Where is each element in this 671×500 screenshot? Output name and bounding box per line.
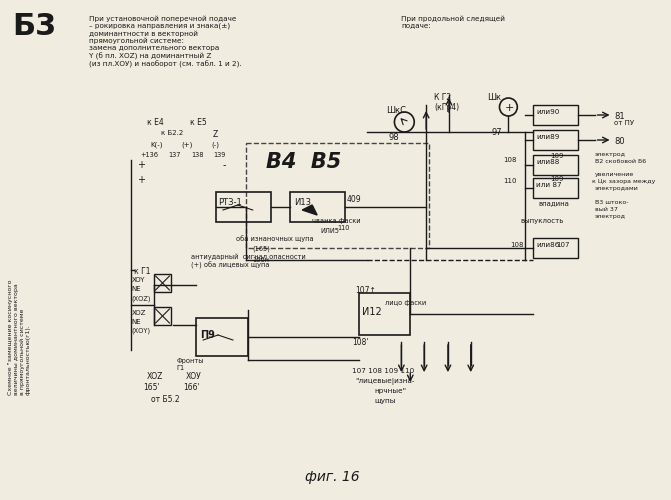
Text: ИЛИ5: ИЛИ5 — [320, 228, 339, 234]
Text: к Е5: к Е5 — [191, 118, 207, 127]
Text: 109: 109 — [550, 176, 564, 182]
Text: 138: 138 — [191, 152, 204, 158]
Text: В2 скобовой Б6: В2 скобовой Б6 — [595, 159, 646, 164]
Text: (XОY): (XОY) — [132, 328, 151, 334]
Text: ШкС: ШкС — [386, 106, 407, 115]
Text: При установочной поперечной подаче
– рокировка направления и знака(±)
доминантно: При установочной поперечной подаче – рок… — [89, 15, 242, 68]
Text: 166н: 166н — [253, 257, 270, 263]
Text: чванка фаски: чванка фаски — [312, 218, 361, 224]
Text: 97: 97 — [492, 128, 502, 137]
Text: 166': 166' — [183, 383, 200, 392]
Text: (165): (165) — [253, 245, 270, 252]
Polygon shape — [302, 205, 317, 215]
Text: оба изнаночных щупа: оба изнаночных щупа — [236, 235, 313, 242]
Bar — [291, 192, 345, 222]
Bar — [359, 293, 410, 335]
Text: 80: 80 — [615, 137, 625, 146]
Bar — [533, 238, 578, 258]
Text: Фронты
Г1: Фронты Г1 — [176, 358, 204, 371]
Text: от ПУ: от ПУ — [615, 120, 635, 126]
Bar — [246, 143, 429, 248]
Text: +136: +136 — [141, 152, 159, 158]
Text: к Б2.2: к Б2.2 — [160, 130, 183, 136]
Bar — [533, 155, 578, 175]
Text: выпуклость: выпуклость — [520, 218, 564, 224]
Text: Z: Z — [213, 130, 218, 139]
Text: 409: 409 — [347, 195, 362, 204]
Bar — [533, 178, 578, 198]
Text: Шк: Шк — [488, 93, 502, 102]
Text: +: + — [505, 103, 514, 113]
Text: электрод: электрод — [595, 214, 625, 219]
Text: 110: 110 — [337, 225, 350, 231]
Text: К Г2
(кГр4): К Г2 (кГр4) — [434, 93, 459, 112]
Text: +: + — [137, 175, 145, 185]
Text: 81: 81 — [615, 112, 625, 121]
Text: или86: или86 — [536, 242, 560, 248]
Bar — [154, 307, 172, 325]
Text: XOY: XOY — [132, 277, 146, 283]
Text: 165': 165' — [144, 383, 160, 392]
Bar — [154, 274, 172, 292]
Text: антиударный  сигнал опасности: антиударный сигнал опасности — [191, 253, 306, 260]
Text: XOZ: XOZ — [132, 310, 146, 316]
Text: NE: NE — [132, 319, 142, 325]
Text: лицо фаски: лицо фаски — [384, 300, 426, 306]
Text: 98: 98 — [389, 133, 399, 142]
Text: к Цк зазора между: к Цк зазора между — [592, 179, 655, 184]
Text: 108': 108' — [352, 338, 368, 347]
Bar — [216, 192, 270, 222]
Bar — [533, 130, 578, 150]
Text: 110: 110 — [503, 178, 517, 184]
Text: 137: 137 — [168, 152, 181, 158]
Text: от Б5.2: от Б5.2 — [150, 395, 179, 404]
Text: В3 штоко-: В3 штоко- — [595, 200, 628, 205]
Text: электрод: электрод — [595, 152, 625, 157]
Text: ХОZ: ХОZ — [147, 372, 163, 381]
Text: И12: И12 — [362, 307, 382, 317]
Text: 107↑: 107↑ — [355, 286, 376, 295]
Text: (XОZ): (XОZ) — [132, 295, 151, 302]
Text: 139: 139 — [213, 152, 225, 158]
Text: И13: И13 — [295, 198, 311, 207]
Text: 109: 109 — [550, 153, 564, 159]
Text: или89: или89 — [536, 134, 560, 140]
Text: 107: 107 — [556, 242, 570, 248]
Text: Схемное "замещение косинусного
величины доминантного вектора
в прямоугольной сис: Схемное "замещение косинусного величины … — [8, 280, 30, 395]
Text: B4  B5: B4 B5 — [266, 152, 341, 172]
Text: Б3: Б3 — [12, 12, 56, 41]
Text: П9: П9 — [200, 330, 215, 340]
Text: к Г1: к Г1 — [134, 267, 150, 276]
Text: При продольной следящей
подаче:: При продольной следящей подаче: — [401, 15, 505, 28]
Text: или 87: или 87 — [536, 182, 562, 188]
Bar — [196, 318, 248, 356]
Text: 108: 108 — [503, 157, 517, 163]
Text: K(-): K(-) — [150, 142, 163, 148]
Text: 107 108 109 110: 107 108 109 110 — [352, 368, 414, 374]
Text: ХОУ: ХОУ — [185, 372, 201, 381]
Text: впадина: впадина — [538, 200, 569, 206]
Text: или88: или88 — [536, 159, 560, 165]
Bar — [533, 105, 578, 125]
Text: (+) оба лицевых щупа: (+) оба лицевых щупа — [191, 262, 270, 270]
Text: (+): (+) — [181, 142, 193, 148]
Text: NE: NE — [132, 286, 142, 292]
Text: щупы: щупы — [374, 398, 396, 404]
Text: увеличение: увеличение — [595, 172, 634, 177]
Text: к Е4: к Е4 — [147, 118, 164, 127]
Text: "лицевые|изна-: "лицевые|изна- — [355, 378, 414, 385]
Text: нрчные": нрчные" — [374, 388, 407, 394]
Text: вый 37: вый 37 — [595, 207, 617, 212]
Text: +: + — [137, 160, 145, 170]
Text: или90: или90 — [536, 109, 560, 115]
Text: РТЗ-1: РТЗ-1 — [218, 198, 242, 207]
Text: электродами: электродами — [595, 186, 638, 191]
Text: (-): (-) — [211, 142, 219, 148]
Text: -: - — [223, 160, 227, 170]
Text: фиг. 16: фиг. 16 — [305, 470, 359, 484]
Text: 108: 108 — [511, 242, 524, 248]
